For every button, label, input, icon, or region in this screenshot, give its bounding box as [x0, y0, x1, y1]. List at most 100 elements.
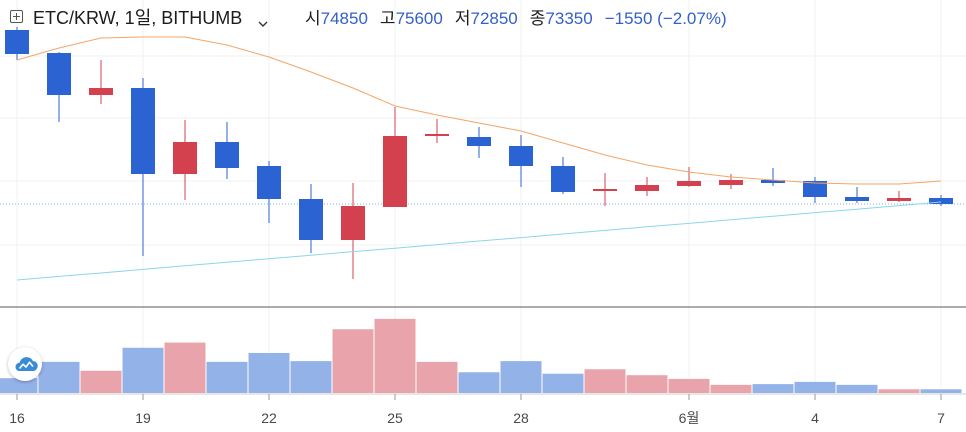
- cloud-chart-icon: [15, 357, 38, 372]
- volume-bar: [38, 361, 80, 393]
- low-readout: 저 72850: [455, 8, 518, 30]
- volume-bar: [836, 384, 878, 393]
- volume-bar: [668, 378, 710, 393]
- volume-bar: [332, 329, 374, 393]
- open-value: 74850: [320, 9, 368, 28]
- candle: [635, 177, 659, 196]
- x-axis-tick-label: 22: [261, 410, 277, 426]
- open-readout: 시 74850: [305, 8, 368, 30]
- candle: [425, 119, 449, 143]
- volume-bar: [122, 347, 164, 393]
- candle: [593, 173, 617, 206]
- candle: [509, 135, 533, 187]
- x-axis-tick-label: 25: [387, 410, 403, 426]
- candle: [173, 120, 197, 200]
- candle-body: [47, 53, 71, 95]
- close-value: 73350: [545, 9, 593, 28]
- moving-average-line: [16, 201, 942, 281]
- price-change: −1550 (−2.07%): [604, 9, 727, 28]
- high-readout: 고 75600: [380, 8, 443, 30]
- candle: [887, 191, 911, 202]
- volume-bar: [500, 361, 542, 393]
- candle-body: [89, 88, 113, 95]
- high-value: 75600: [395, 9, 443, 28]
- x-axis-tick-label: 4: [811, 410, 819, 426]
- x-axis-tick-label: 28: [513, 410, 529, 426]
- candle: [215, 122, 239, 179]
- candle: [341, 183, 365, 279]
- candle: [761, 168, 785, 186]
- candles: [5, 27, 953, 279]
- volume-bar: [794, 381, 836, 393]
- candle-body: [677, 181, 701, 186]
- volume-bar: [0, 378, 38, 393]
- candle: [5, 27, 29, 60]
- candle: [47, 52, 71, 122]
- chevron-down-icon[interactable]: [258, 15, 268, 27]
- indicator-toggle-button[interactable]: [8, 347, 42, 381]
- volume-bar: [458, 372, 500, 393]
- close-label: 종: [529, 9, 546, 28]
- candle: [131, 78, 155, 256]
- candle-body: [5, 30, 29, 54]
- candle-body: [257, 166, 281, 199]
- candle-body: [761, 180, 785, 183]
- candle-body: [593, 189, 617, 191]
- x-axis-tick-label: 6월: [679, 410, 700, 426]
- candle-body: [803, 181, 827, 197]
- volume-bar: [206, 361, 248, 393]
- high-label: 고: [379, 9, 396, 28]
- low-value: 72850: [470, 9, 518, 28]
- candle-body: [341, 206, 365, 240]
- candle: [845, 187, 869, 203]
- candle: [257, 161, 281, 223]
- volume-bar: [374, 318, 416, 393]
- volume-bar: [878, 389, 920, 393]
- x-axis-tick-label: 19: [135, 410, 151, 426]
- candle-body: [173, 142, 197, 174]
- volume-bars: [0, 318, 962, 393]
- volume-bar: [290, 361, 332, 393]
- candle-body: [551, 166, 575, 192]
- volume-bar: [164, 342, 206, 393]
- volume-bar: [920, 389, 962, 393]
- volume-bar: [710, 384, 752, 393]
- candle-body: [131, 88, 155, 174]
- candle-body: [719, 180, 743, 185]
- volume-bar: [542, 373, 584, 393]
- x-axis-tick-label: 16: [9, 410, 25, 426]
- volume-bar: [752, 384, 794, 393]
- ohlc-readout: 시 74850 고 75600 저 72850 종 73350 −1550 (−2.07…: [305, 8, 727, 30]
- candle-body: [929, 198, 953, 204]
- candle-body: [635, 185, 659, 191]
- volume-bar: [584, 369, 626, 393]
- volume-bar: [416, 361, 458, 393]
- close-readout: 종 73350: [530, 8, 593, 30]
- candle-body: [425, 134, 449, 136]
- candle: [467, 127, 491, 158]
- chart-header: ETC/KRW, 1일, BITHUMB 시 74850 고 75600 저 7285…: [0, 0, 966, 34]
- low-label: 저: [454, 9, 471, 28]
- candle: [383, 107, 407, 207]
- candle: [551, 157, 575, 194]
- candle-body: [299, 199, 323, 240]
- candle-body: [383, 136, 407, 207]
- moving-average-line: [16, 36, 942, 185]
- symbol-selector[interactable]: ETC/KRW, 1일, BITHUMB: [33, 8, 243, 28]
- x-axis-ticks: 16 19 22 25 28 6월 4 7: [9, 394, 945, 426]
- candle: [803, 177, 827, 203]
- candle-body: [845, 197, 869, 201]
- candle: [89, 60, 113, 104]
- candle-body: [467, 137, 491, 146]
- candle-body: [509, 146, 533, 166]
- volume-bar: [80, 370, 122, 393]
- candle-body: [215, 142, 239, 168]
- square-plus-icon[interactable]: [10, 10, 23, 23]
- candle: [677, 167, 701, 187]
- candle: [929, 195, 953, 206]
- candle-body: [887, 198, 911, 201]
- candle: [299, 184, 323, 253]
- x-axis-tick-label: 7: [937, 410, 945, 426]
- volume-bar: [248, 352, 290, 393]
